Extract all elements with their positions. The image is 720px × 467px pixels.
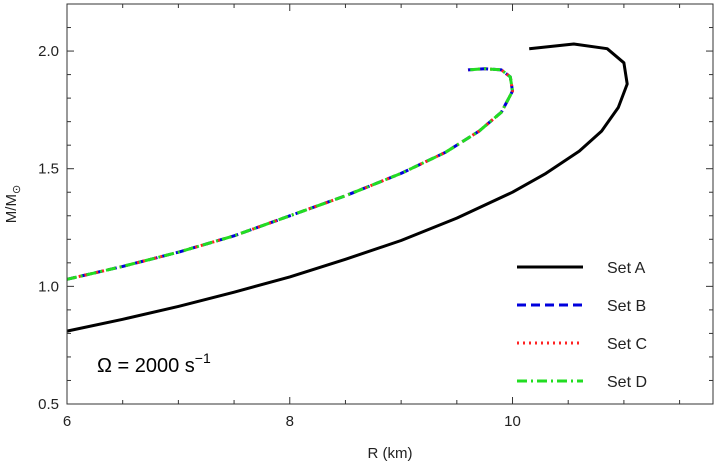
x-axis-label: R (km) [368,445,413,462]
legend-label: Set A [607,260,646,277]
series-line-set-d [66,67,514,281]
legend-label: Set C [607,336,647,353]
legend-label: Set D [607,374,647,391]
y-axis-label-subscript: ⊙ [11,185,23,194]
legend: Set A Set B Set C Set D [517,260,647,391]
y-axis-label: M/M⊙ [3,185,23,223]
x-tick-label: 10 [504,413,521,430]
series-layer [66,42,629,333]
y-tick-label: 0.5 [38,396,59,413]
omega-annotation: Ω = 2000 s−1 [97,350,211,377]
tick-labels: 6 8 10 0.5 1.0 1.5 2.0 [38,43,521,430]
series-line-set-a [66,42,629,333]
omega-annotation-superscript: −1 [195,350,211,366]
plot-frame [66,3,714,405]
legend-label: Set B [607,298,646,315]
x-tick-label: 6 [63,413,71,430]
omega-annotation-text: Ω = 2000 s [97,355,195,377]
series-line-set-c [66,67,514,281]
y-tick-label: 2.0 [38,43,59,60]
y-tick-label: 1.5 [38,161,59,178]
y-axis-label-text: M/M [3,194,20,223]
y-tick-label: 1.0 [38,278,59,295]
x-tick-label: 8 [286,413,294,430]
series-line-set-b [66,67,514,281]
